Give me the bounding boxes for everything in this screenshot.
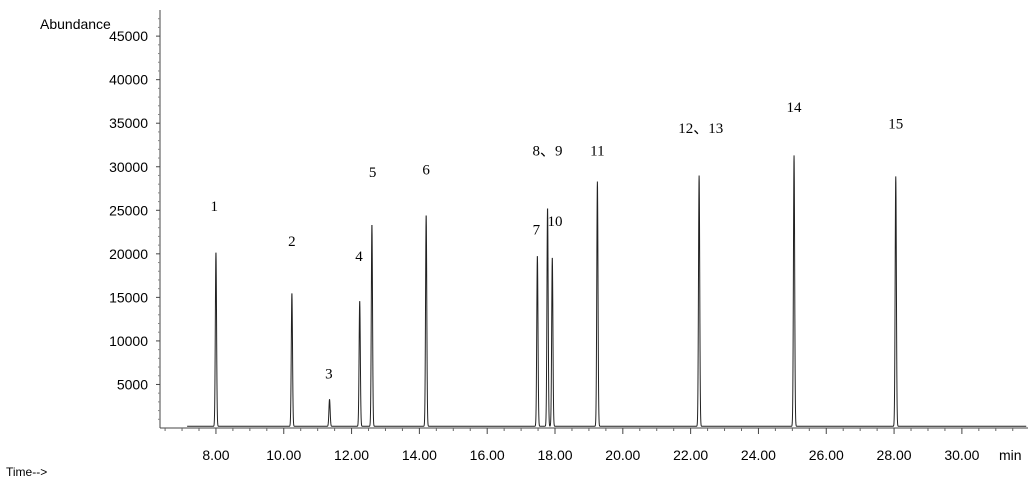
- x-tick-label: 14.00: [402, 447, 437, 463]
- x-tick-label: 28.00: [877, 447, 912, 463]
- x-tick-label: 8.00: [202, 447, 229, 463]
- x-tick-label: 18.00: [537, 447, 572, 463]
- peak-label: 3: [325, 366, 333, 382]
- peak-label: 5: [369, 165, 377, 181]
- x-tick-label: 16.00: [470, 447, 505, 463]
- y-axis-ticks: 5000 10000 15000 20000 25000 30000 35000 40000 4…: [109, 18, 160, 420]
- peak-label: 6: [422, 163, 430, 179]
- chromatogram-trace: [187, 155, 1027, 427]
- y-tick-label: 20000: [109, 246, 148, 262]
- y-tick-label: 30000: [109, 159, 148, 175]
- x-axis-title: Time-->: [6, 465, 47, 477]
- x-tick-label: 10.00: [266, 447, 301, 463]
- peak-label: 7: [533, 223, 541, 239]
- x-tick-label: 26.00: [809, 447, 844, 463]
- peak-label: 15: [888, 116, 903, 132]
- y-tick-label: 40000: [109, 72, 148, 88]
- peak-label: 10: [548, 214, 563, 230]
- peak-label: 11: [590, 143, 604, 159]
- y-tick-label: 15000: [109, 289, 148, 305]
- peak-label: 8、9: [533, 143, 563, 159]
- x-tick-label: 20.00: [605, 447, 640, 463]
- x-tick-label: 22.00: [673, 447, 708, 463]
- y-tick-label: 45000: [109, 28, 148, 44]
- x-axis-ticks: 8.00 10.00 12.00 14.00 16.00 18.00 20.00 22.00 2…: [164, 428, 1014, 463]
- peak-label: 12、13: [678, 121, 723, 137]
- y-tick-label: 10000: [109, 333, 148, 349]
- peak-label: 2: [288, 234, 296, 250]
- x-axis-unit: min: [999, 447, 1022, 463]
- y-tick-label: 35000: [109, 115, 148, 131]
- y-tick-label: 5000: [117, 376, 148, 392]
- x-tick-label: 30.00: [944, 447, 979, 463]
- peak-label: 1: [211, 199, 219, 215]
- x-tick-label: 24.00: [741, 447, 776, 463]
- y-axis-title: Abundance: [40, 16, 111, 32]
- peak-labels: 1 2 3 4 5 6 7 8、9 10 11 12、13 14 15: [211, 100, 904, 382]
- x-tick-label: 12.00: [334, 447, 369, 463]
- axes: [159, 10, 1028, 429]
- y-tick-label: 25000: [109, 202, 148, 218]
- peak-label: 14: [787, 100, 803, 116]
- peak-label: 4: [355, 249, 363, 265]
